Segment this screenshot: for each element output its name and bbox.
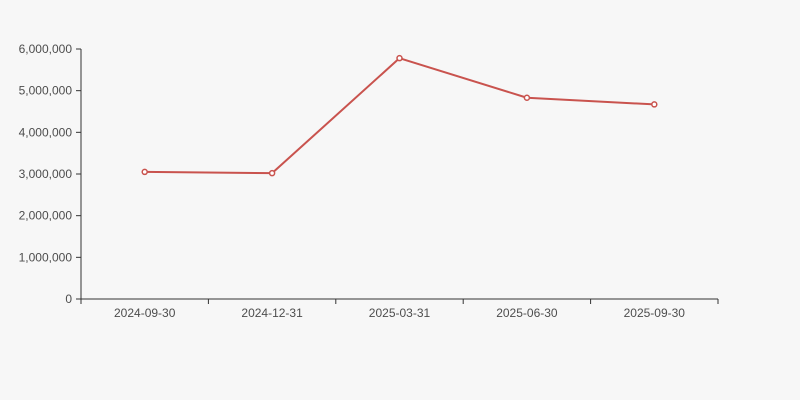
y-axis-label: 5,000,000 xyxy=(19,84,73,98)
data-point[interactable] xyxy=(268,169,276,177)
y-axis-label: 0 xyxy=(65,292,72,306)
y-axis-label: 6,000,000 xyxy=(19,42,73,56)
y-axis-label: 4,000,000 xyxy=(19,125,73,139)
x-axis-label: 2025-03-31 xyxy=(369,306,431,320)
y-axis-label: 1,000,000 xyxy=(19,250,73,264)
data-point[interactable] xyxy=(396,54,403,62)
x-axis-label: 2024-09-30 xyxy=(114,306,176,320)
y-axis-label: 2,000,000 xyxy=(19,209,73,223)
x-axis-label: 2025-06-30 xyxy=(496,306,558,320)
data-point[interactable] xyxy=(651,101,658,108)
x-axis-label: 2024-12-31 xyxy=(241,306,303,320)
data-point[interactable] xyxy=(523,94,531,101)
data-point[interactable] xyxy=(141,168,148,176)
y-axis-label: 3,000,000 xyxy=(19,167,73,181)
x-axis-label: 2025-09-30 xyxy=(624,306,686,320)
